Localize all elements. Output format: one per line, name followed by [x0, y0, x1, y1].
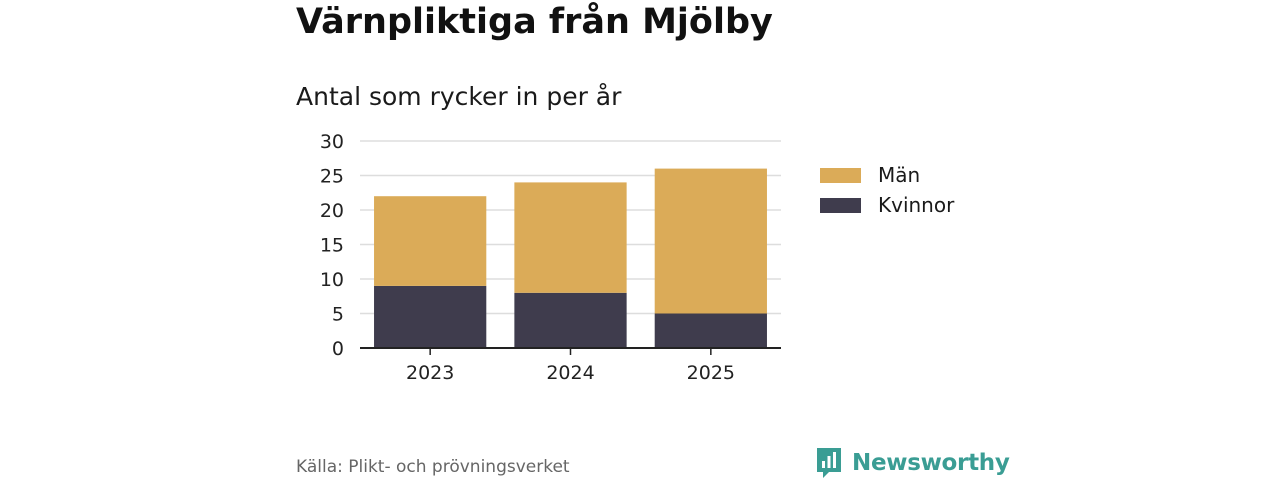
legend-swatch-kvinnor — [820, 197, 861, 213]
brand[interactable]: Newsworthy — [815, 446, 1010, 480]
bar-kvinnor-2024 — [514, 292, 627, 348]
newsworthy-logo-icon — [817, 448, 841, 478]
bar-kvinnor-2025 — [654, 313, 767, 348]
legend-swatch-man — [820, 167, 861, 183]
y-tick-label: 30 — [320, 131, 344, 153]
x-tick-label: 2024 — [546, 362, 594, 384]
bars — [374, 168, 767, 348]
y-tick-label: 5 — [332, 304, 344, 326]
legend-item-kvinnor: Kvinnor — [820, 190, 954, 220]
source-note: Källa: Plikt- och prövningsverket — [296, 457, 570, 477]
y-tick-label: 0 — [332, 338, 344, 360]
legend: Män Kvinnor — [820, 160, 954, 220]
x-tick-label: 2023 — [406, 362, 454, 384]
y-tick-label: 25 — [320, 166, 344, 188]
legend-item-man: Män — [820, 160, 954, 190]
chart-title: Värnpliktiga från Mjölby — [296, 2, 773, 42]
x-tick-label: 2025 — [687, 362, 735, 384]
bar-m-n-2023 — [374, 196, 487, 286]
y-tick-label: 20 — [320, 200, 344, 222]
bar-m-n-2025 — [654, 168, 767, 314]
y-tick-label: 15 — [320, 235, 344, 257]
chart-subtitle: Antal som rycker in per år — [296, 82, 622, 111]
bar-kvinnor-2023 — [374, 285, 487, 348]
legend-label-man: Män — [878, 163, 921, 187]
bar-m-n-2024 — [514, 182, 627, 293]
y-tick-label: 10 — [320, 269, 344, 291]
legend-label-kvinnor: Kvinnor — [878, 193, 955, 217]
brand-name: Newsworthy — [852, 450, 1010, 476]
